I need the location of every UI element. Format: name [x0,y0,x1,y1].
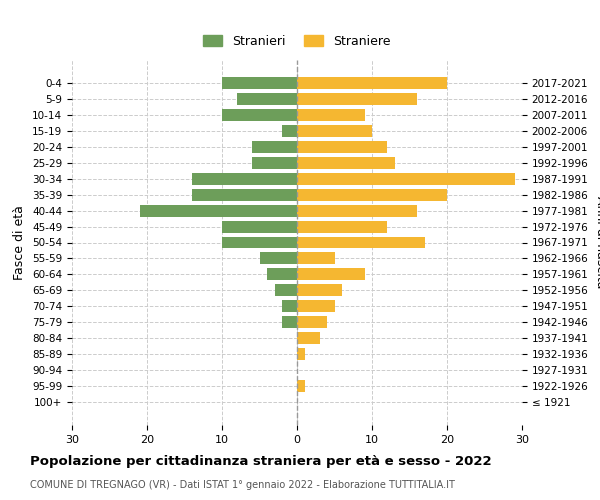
Bar [297,268,365,280]
Bar [297,204,417,216]
Text: COMUNE DI TREGNAGO (VR) - Dati ISTAT 1° gennaio 2022 - Elaborazione TUTTITALIA.I: COMUNE DI TREGNAGO (VR) - Dati ISTAT 1° … [30,480,455,490]
Legend: Stranieri, Straniere: Stranieri, Straniere [199,30,395,52]
Bar [297,284,342,296]
Y-axis label: Fasce di età: Fasce di età [13,205,26,280]
Bar [297,124,372,136]
Bar [252,156,297,168]
Bar [297,252,335,264]
Bar [297,92,417,104]
Bar [297,156,395,168]
Bar [297,332,320,344]
Bar [282,316,297,328]
Bar [297,188,447,200]
Bar [237,92,297,104]
Bar [252,140,297,152]
Bar [275,284,297,296]
Bar [297,300,335,312]
Bar [297,108,365,120]
Bar [222,108,297,120]
Bar [282,124,297,136]
Bar [297,172,515,184]
Bar [139,204,297,216]
Bar [282,300,297,312]
Bar [222,236,297,248]
Bar [297,348,305,360]
Bar [222,76,297,88]
Bar [222,220,297,232]
Bar [192,188,297,200]
Bar [192,172,297,184]
Text: Popolazione per cittadinanza straniera per età e sesso - 2022: Popolazione per cittadinanza straniera p… [30,455,491,468]
Bar [267,268,297,280]
Bar [297,220,387,232]
Bar [297,316,327,328]
Bar [297,236,425,248]
Bar [260,252,297,264]
Bar [297,140,387,152]
Bar [297,76,447,88]
Y-axis label: Anni di nascita: Anni di nascita [594,196,600,289]
Bar [297,380,305,392]
